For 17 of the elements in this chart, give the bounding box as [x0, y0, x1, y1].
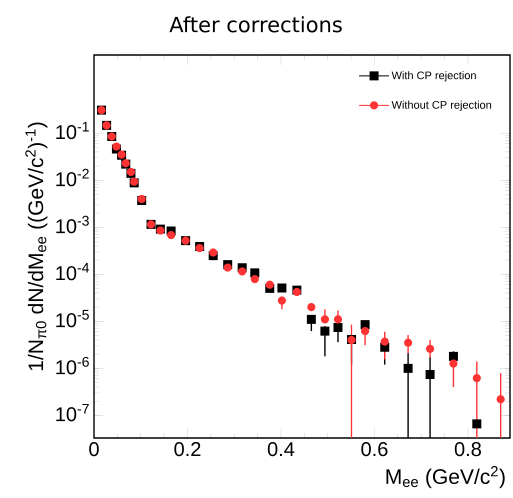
x-tick-label: 0.4 [268, 442, 294, 456]
y-tick-label: 10$^{-7}$ [56, 404, 89, 422]
chart-title: After corrections [169, 16, 342, 32]
y-tick-label: 10$^{-2}$ [56, 168, 89, 186]
y-tick-label: 10$^{-1}$ [56, 122, 89, 140]
y-tick-label: 10$^{-3}$ [56, 216, 89, 234]
x-tick-label: 0.6 [361, 442, 388, 456]
legend-label: Without CP rejection [392, 100, 492, 111]
x-tick-label: 0 [89, 442, 99, 456]
legend-label: With CP rejection [392, 71, 476, 82]
text: 1/N$_{π0}$ dN/dM$_{ee}$ ((GeV/c$^{2}$)$^{-1}$) [25, 122, 48, 370]
x-axis-title: M$_{ee}$ (GeV/c$^{2}$) [386, 466, 505, 488]
x-tick-label: 0.8 [454, 442, 481, 456]
y-tick-label: 10$^{-6}$ [56, 356, 89, 374]
y-tick-label: 10$^{-5}$ [56, 310, 89, 328]
y-tick-label: 10$^{-4}$ [56, 262, 90, 280]
x-tick-label: 0.2 [174, 442, 200, 456]
